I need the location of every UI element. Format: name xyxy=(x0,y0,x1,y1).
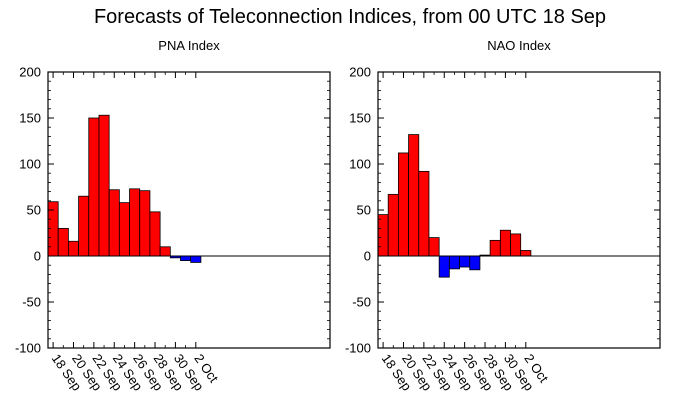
nao-ytick-label: 0 xyxy=(364,249,371,264)
nao-bar xyxy=(408,134,420,257)
pna-bar xyxy=(129,188,141,257)
nao-ytick-label: 150 xyxy=(349,111,371,126)
pna-ytick-label: 200 xyxy=(19,65,41,80)
pna-bar xyxy=(88,117,100,257)
pna-bar xyxy=(108,189,120,257)
pna-ytick-label: 100 xyxy=(19,157,41,172)
pna-bar xyxy=(118,202,130,257)
pna-ytick-label: 50 xyxy=(27,203,41,218)
nao-bar xyxy=(418,170,430,257)
nao-bar xyxy=(377,214,389,257)
nao-ytick-label: 200 xyxy=(349,65,371,80)
nao-panel-title: NAO Index xyxy=(487,38,551,53)
pna-ytick-label: -50 xyxy=(22,295,41,310)
nao-bar xyxy=(448,255,460,270)
pna-bar xyxy=(139,190,151,257)
nao-bar xyxy=(510,233,522,257)
nao-bar xyxy=(438,255,450,278)
nao-ytick-label: 100 xyxy=(349,157,371,172)
nao-bar xyxy=(520,250,532,257)
nao-ytick-label: 50 xyxy=(357,203,371,218)
pna-bar xyxy=(67,240,79,257)
pna-ytick-label: -100 xyxy=(15,341,41,356)
chart-main-title: Forecasts of Teleconnection Indices, fro… xyxy=(93,6,607,28)
nao-bar xyxy=(459,255,471,268)
pna-bar xyxy=(149,211,161,257)
nao-ytick-label: -50 xyxy=(352,295,371,310)
pna-bar xyxy=(98,114,110,257)
nao-bar xyxy=(428,237,440,257)
nao-bar xyxy=(469,255,481,271)
pna-ytick-label: 150 xyxy=(19,111,41,126)
nao-bar xyxy=(397,152,409,257)
pna-bar xyxy=(190,255,202,263)
pna-bar xyxy=(180,255,192,261)
pna-ytick-label: 0 xyxy=(34,249,41,264)
pna-bar xyxy=(159,246,171,257)
nao-bar xyxy=(489,239,501,257)
pna-bar xyxy=(78,195,90,257)
pna-bar xyxy=(57,227,69,257)
nao-bar xyxy=(499,229,511,257)
nao-bar xyxy=(387,193,399,257)
pna-panel-title: PNA Index xyxy=(158,38,220,53)
nao-ytick-label: -100 xyxy=(345,341,371,356)
